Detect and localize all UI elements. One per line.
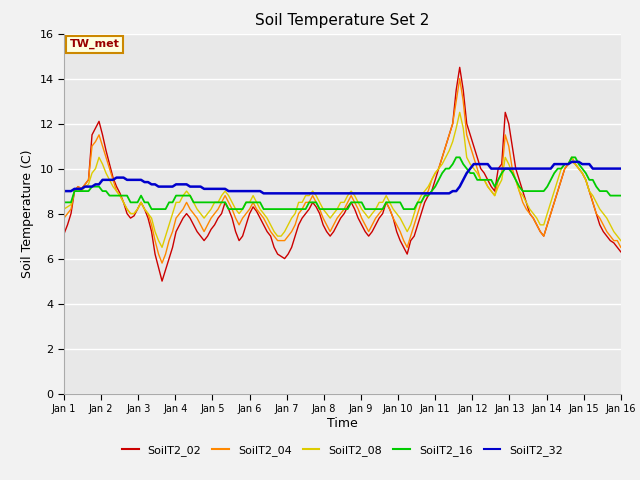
SoilT2_08 [60,206,68,212]
Y-axis label: Soil Temperature (C): Soil Temperature (C) [21,149,34,278]
SoilT2_16 [617,192,625,199]
SoilT2_32 [372,191,380,196]
SoilT2_32 [260,191,268,196]
SoilT2_02 [617,249,625,255]
Line: SoilT2_02: SoilT2_02 [64,67,621,281]
SoilT2_16 [522,188,530,194]
SoilT2_08 [617,238,625,243]
SoilT2_32 [568,159,575,165]
SoilT2_02 [176,222,184,228]
Title: Soil Temperature Set 2: Soil Temperature Set 2 [255,13,429,28]
Line: SoilT2_04: SoilT2_04 [64,79,621,263]
SoilT2_32 [60,188,68,194]
Line: SoilT2_08: SoilT2_08 [64,112,621,247]
SoilT2_16 [596,188,604,194]
SoilT2_02 [221,200,229,205]
SoilT2_04 [372,215,380,221]
SoilT2_08 [424,184,432,190]
SoilT2_02 [596,222,604,228]
SoilT2_16 [452,155,460,160]
Legend: SoilT2_02, SoilT2_04, SoilT2_08, SoilT2_16, SoilT2_32: SoilT2_02, SoilT2_04, SoilT2_08, SoilT2_… [118,440,567,460]
SoilT2_02 [60,231,68,237]
SoilT2_04 [424,188,432,194]
SoilT2_04 [221,192,229,199]
SoilT2_08 [522,200,530,205]
SoilT2_16 [424,192,432,199]
SoilT2_08 [596,206,604,212]
SoilT2_16 [60,200,68,205]
SoilT2_08 [456,109,463,115]
SoilT2_02 [372,222,380,228]
SoilT2_32 [172,181,180,187]
SoilT2_08 [372,206,380,212]
SoilT2_32 [617,166,625,171]
SoilT2_04 [596,215,604,221]
SoilT2_04 [60,215,68,221]
SoilT2_16 [372,206,380,212]
SoilT2_04 [176,211,184,216]
Line: SoilT2_32: SoilT2_32 [64,162,621,193]
SoilT2_32 [218,186,225,192]
SoilT2_04 [522,206,530,212]
SoilT2_04 [456,76,463,82]
SoilT2_08 [221,188,229,194]
SoilT2_16 [176,192,184,199]
X-axis label: Time: Time [327,417,358,430]
Text: TW_met: TW_met [70,39,120,49]
SoilT2_02 [522,200,530,205]
SoilT2_16 [221,200,229,205]
SoilT2_32 [424,191,432,196]
SoilT2_16 [148,206,156,212]
SoilT2_02 [456,64,463,70]
SoilT2_04 [158,260,166,266]
SoilT2_08 [176,200,184,205]
SoilT2_04 [617,244,625,250]
SoilT2_02 [158,278,166,284]
SoilT2_32 [519,166,527,171]
SoilT2_08 [158,244,166,250]
SoilT2_02 [424,192,432,199]
Line: SoilT2_16: SoilT2_16 [64,157,621,209]
SoilT2_32 [596,166,604,171]
